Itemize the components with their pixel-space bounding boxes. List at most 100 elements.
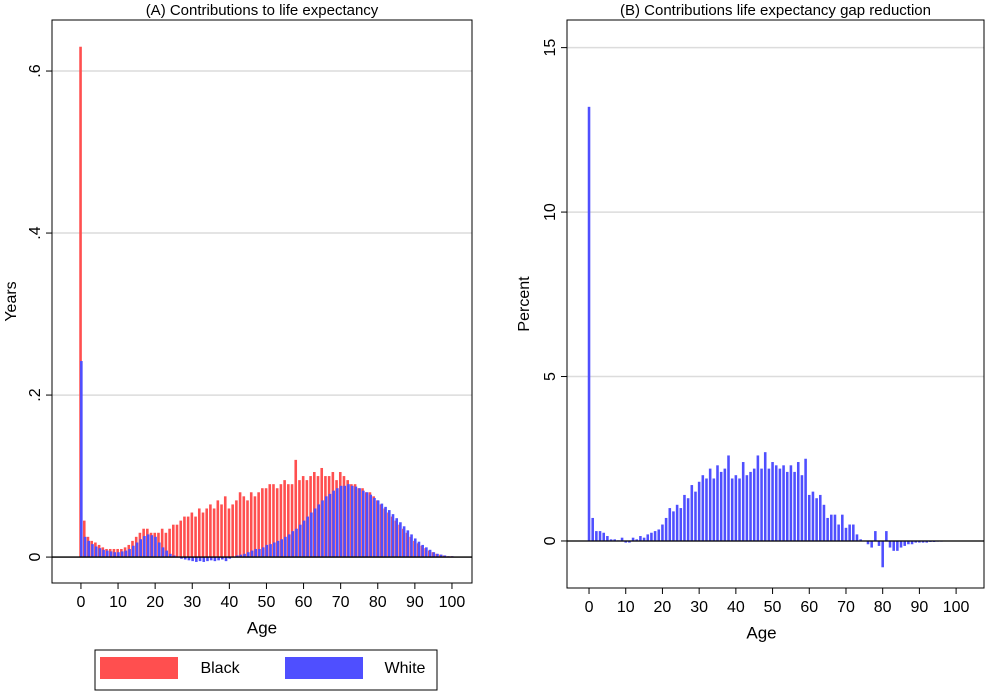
bar	[903, 540, 906, 546]
bar	[690, 485, 694, 541]
bar	[339, 485, 343, 558]
bar	[291, 531, 295, 558]
bar	[217, 557, 220, 561]
bar	[918, 540, 921, 543]
bar	[727, 455, 730, 541]
bar	[719, 471, 723, 541]
bar	[734, 475, 738, 541]
bar	[242, 496, 246, 558]
bar	[94, 546, 98, 558]
bar	[387, 510, 391, 558]
bar	[157, 542, 161, 558]
bar	[190, 512, 194, 558]
x-tick-label: 50	[764, 599, 782, 616]
bar	[294, 459, 298, 558]
bar	[701, 475, 705, 541]
bar	[91, 544, 94, 558]
bar	[198, 557, 202, 562]
plot-frame	[51, 19, 473, 584]
y-tick-label: 0	[27, 553, 44, 562]
bar	[896, 540, 899, 551]
x-tick-label: 90	[406, 594, 424, 611]
bar	[272, 484, 275, 558]
bar	[661, 524, 664, 541]
bar	[852, 524, 855, 541]
bar	[413, 538, 417, 558]
bar	[223, 496, 227, 558]
bar	[877, 540, 881, 546]
bar	[106, 550, 109, 558]
bar	[425, 547, 428, 558]
bar	[778, 468, 782, 541]
bar	[83, 536, 87, 558]
bar	[354, 486, 358, 558]
x-tick-label: 100	[439, 594, 466, 611]
bar	[705, 478, 708, 541]
bar	[380, 503, 384, 558]
bar	[807, 494, 811, 541]
bar	[921, 540, 925, 543]
legend-label: White	[385, 660, 426, 677]
x-tick-label: 20	[654, 599, 672, 616]
bar	[925, 540, 929, 543]
bar	[87, 540, 91, 558]
bar	[848, 524, 851, 541]
bar	[168, 528, 171, 558]
bar	[131, 545, 135, 558]
bar	[874, 531, 877, 541]
bar	[172, 524, 175, 558]
bar	[620, 537, 624, 541]
bar	[815, 498, 818, 541]
bar	[275, 488, 279, 558]
bar	[609, 539, 613, 541]
bar	[362, 490, 365, 558]
bar	[209, 504, 212, 558]
bar	[280, 539, 283, 558]
bar	[146, 534, 150, 558]
bar	[197, 508, 201, 558]
bar	[310, 512, 313, 558]
bar	[774, 465, 778, 541]
bar	[749, 471, 752, 541]
x-tick-label: 20	[146, 594, 164, 611]
bar	[628, 540, 631, 543]
x-tick-label: 100	[943, 599, 970, 616]
bar	[180, 557, 183, 559]
bar	[888, 540, 892, 548]
bar	[428, 549, 432, 558]
bar	[265, 544, 269, 558]
x-tick-label: 70	[332, 594, 350, 611]
bar	[179, 520, 183, 558]
bar	[624, 540, 628, 543]
bar	[837, 524, 840, 541]
bar	[220, 504, 223, 558]
bar	[324, 496, 328, 558]
bar	[668, 508, 672, 541]
bar	[657, 529, 661, 541]
bar	[811, 491, 815, 541]
bar	[591, 517, 594, 541]
bar	[253, 496, 257, 558]
bar	[635, 539, 639, 541]
bar	[399, 522, 402, 558]
bar	[760, 468, 763, 541]
bar	[756, 455, 760, 541]
bar	[708, 468, 712, 541]
bar	[402, 526, 406, 558]
bar	[738, 478, 741, 541]
x-tick-label: 0	[76, 594, 85, 611]
bar	[160, 528, 164, 558]
bar	[276, 540, 280, 558]
bar	[284, 536, 287, 558]
bar	[172, 555, 176, 558]
plot-frame	[566, 19, 985, 589]
bar	[436, 553, 439, 558]
bar	[235, 555, 239, 558]
bar	[694, 491, 697, 541]
bar	[421, 544, 424, 558]
bar	[194, 516, 197, 558]
bar	[866, 540, 870, 545]
bar	[741, 462, 745, 541]
bar	[332, 490, 335, 558]
bar	[910, 540, 914, 545]
